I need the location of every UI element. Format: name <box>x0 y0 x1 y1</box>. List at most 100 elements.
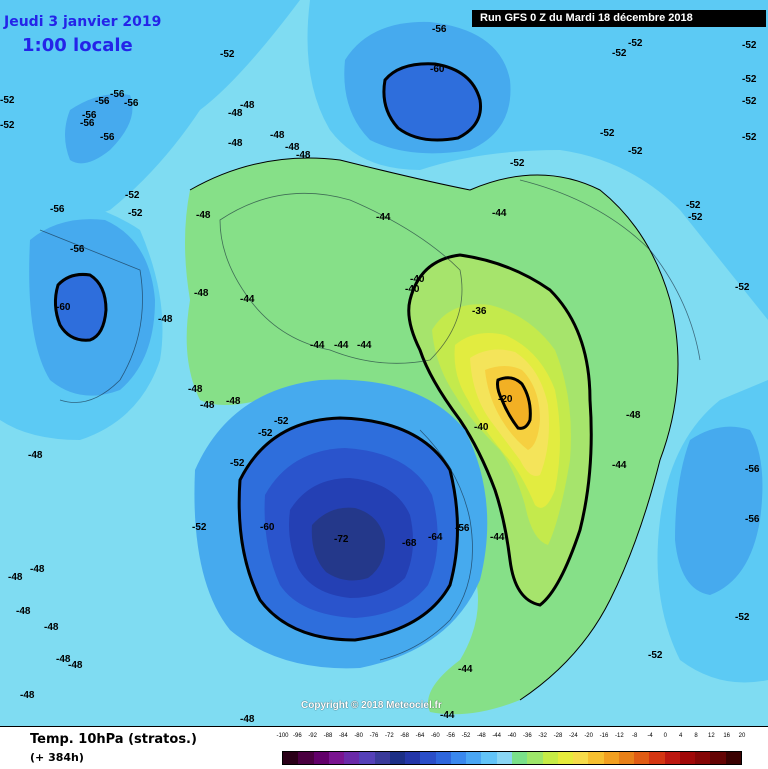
map-footer: Temp. 10hPa (stratos.) (+ 384h) -100-96-… <box>0 726 768 769</box>
legend-swatch <box>512 752 527 764</box>
contour-label: -44 <box>357 340 372 351</box>
contour-label: -52 <box>192 522 207 533</box>
legend-tick-label: 4 <box>675 733 686 739</box>
legend-swatch <box>558 752 573 764</box>
legend-tick-label: -16 <box>599 733 610 739</box>
legend-swatch <box>466 752 481 764</box>
contour-label: -44 <box>612 460 627 471</box>
contour-label: -52 <box>230 458 245 469</box>
variable-title: Temp. 10hPa (stratos.) <box>30 732 197 747</box>
legend-tick-label: -84 <box>338 733 349 739</box>
legend-swatch <box>329 752 344 764</box>
temperature-field-map: -56 -60 -52 -52 -52 -52 -52 -52 -52 -52 … <box>0 0 768 726</box>
contour-label: -56 <box>745 464 760 475</box>
contour-label: -56 <box>100 132 115 143</box>
contour-label: -40 <box>474 422 489 433</box>
legend-swatch <box>634 752 649 764</box>
contour-label: -56 <box>80 118 95 129</box>
legend-tick-label: -48 <box>476 733 487 739</box>
legend-swatch <box>344 752 359 764</box>
legend-swatch <box>481 752 496 764</box>
copyright-notice: Copyright © 2018 Meteociel.fr <box>301 700 442 711</box>
legend-swatch <box>665 752 680 764</box>
legend-tick-label: 8 <box>691 733 702 739</box>
contour-label: -52 <box>274 416 289 427</box>
contour-label: -48 <box>68 660 83 671</box>
legend-tick-label: -64 <box>415 733 426 739</box>
legend-swatch <box>680 752 695 764</box>
legend-tick-label: -76 <box>369 733 380 739</box>
legend-swatch <box>527 752 542 764</box>
contour-label: -56 <box>50 204 65 215</box>
legend-tick-label: -20 <box>583 733 594 739</box>
legend-swatch <box>436 752 451 764</box>
contour-label: -44 <box>334 340 349 351</box>
legend-swatch <box>543 752 558 764</box>
contour-label: -52 <box>742 40 757 51</box>
contour-label: -52 <box>735 282 750 293</box>
legend-tick-label: -92 <box>307 733 318 739</box>
contour-label: -52 <box>258 428 273 439</box>
legend-tick-label: -24 <box>568 733 579 739</box>
contour-label: -64 <box>428 532 443 543</box>
contour-label: -60 <box>56 302 71 313</box>
weather-map: -56 -60 -52 -52 -52 -52 -52 -52 -52 -52 … <box>0 0 768 726</box>
contour-label: -52 <box>220 49 235 60</box>
legend-swatch <box>314 752 329 764</box>
contour-label: -56 <box>110 89 125 100</box>
contour-label: -44 <box>310 340 325 351</box>
contour-label: -60 <box>430 64 445 75</box>
contour-label: -56 <box>432 24 447 35</box>
legend-tick-label: 0 <box>660 733 671 739</box>
contour-label: -44 <box>492 208 507 219</box>
legend-tick-label: 20 <box>737 733 748 739</box>
legend-swatch <box>375 752 390 764</box>
contour-label: -36 <box>472 306 487 317</box>
contour-label: -48 <box>20 690 35 701</box>
legend-color-bar <box>282 751 742 765</box>
legend-tick-label: 16 <box>721 733 732 739</box>
contour-label: -52 <box>510 158 525 169</box>
contour-label: -52 <box>600 128 615 139</box>
contour-label: -48 <box>44 622 59 633</box>
contour-label: -48 <box>158 314 173 325</box>
legend-tick-label: 12 <box>706 733 717 739</box>
legend-tick-label: -68 <box>399 733 410 739</box>
contour-label: -48 <box>194 288 209 299</box>
contour-label: -52 <box>0 95 15 106</box>
contour-label: -44 <box>440 710 455 721</box>
contour-label: -60 <box>260 522 275 533</box>
legend-swatch <box>726 752 741 764</box>
contour-label: -48 <box>270 130 285 141</box>
legend-tick-label: -8 <box>629 733 640 739</box>
legend-tick-label: -96 <box>292 733 303 739</box>
valid-date: Jeudi 3 janvier 2019 <box>4 14 161 30</box>
contour-label: -52 <box>742 96 757 107</box>
contour-label: -52 <box>688 212 703 223</box>
color-legend: -100-96-92-88-84-80-76-72-68-64-60-56-52… <box>282 733 742 765</box>
legend-tick-label: -28 <box>553 733 564 739</box>
legend-swatch <box>405 752 420 764</box>
legend-swatch <box>298 752 313 764</box>
legend-swatch <box>604 752 619 764</box>
contour-label: -48 <box>226 396 241 407</box>
contour-label: -72 <box>334 534 349 545</box>
legend-tick-label: -40 <box>507 733 518 739</box>
contour-label: -48 <box>28 450 43 461</box>
legend-swatch <box>573 752 588 764</box>
contour-label: -52 <box>125 190 140 201</box>
contour-label: -68 <box>402 538 417 549</box>
contour-label: -44 <box>458 664 473 675</box>
contour-label: -48 <box>240 100 255 111</box>
contour-label: -48 <box>296 150 311 161</box>
contour-label: -56 <box>745 514 760 525</box>
contour-label: -44 <box>490 532 505 543</box>
legend-swatch <box>710 752 725 764</box>
contour-label: -48 <box>16 606 31 617</box>
legend-swatch <box>497 752 512 764</box>
legend-tick-label: -56 <box>445 733 456 739</box>
contour-label: -52 <box>628 38 643 49</box>
legend-tick-label: -32 <box>537 733 548 739</box>
legend-tick-label: -88 <box>323 733 334 739</box>
contour-label: -52 <box>128 208 143 219</box>
